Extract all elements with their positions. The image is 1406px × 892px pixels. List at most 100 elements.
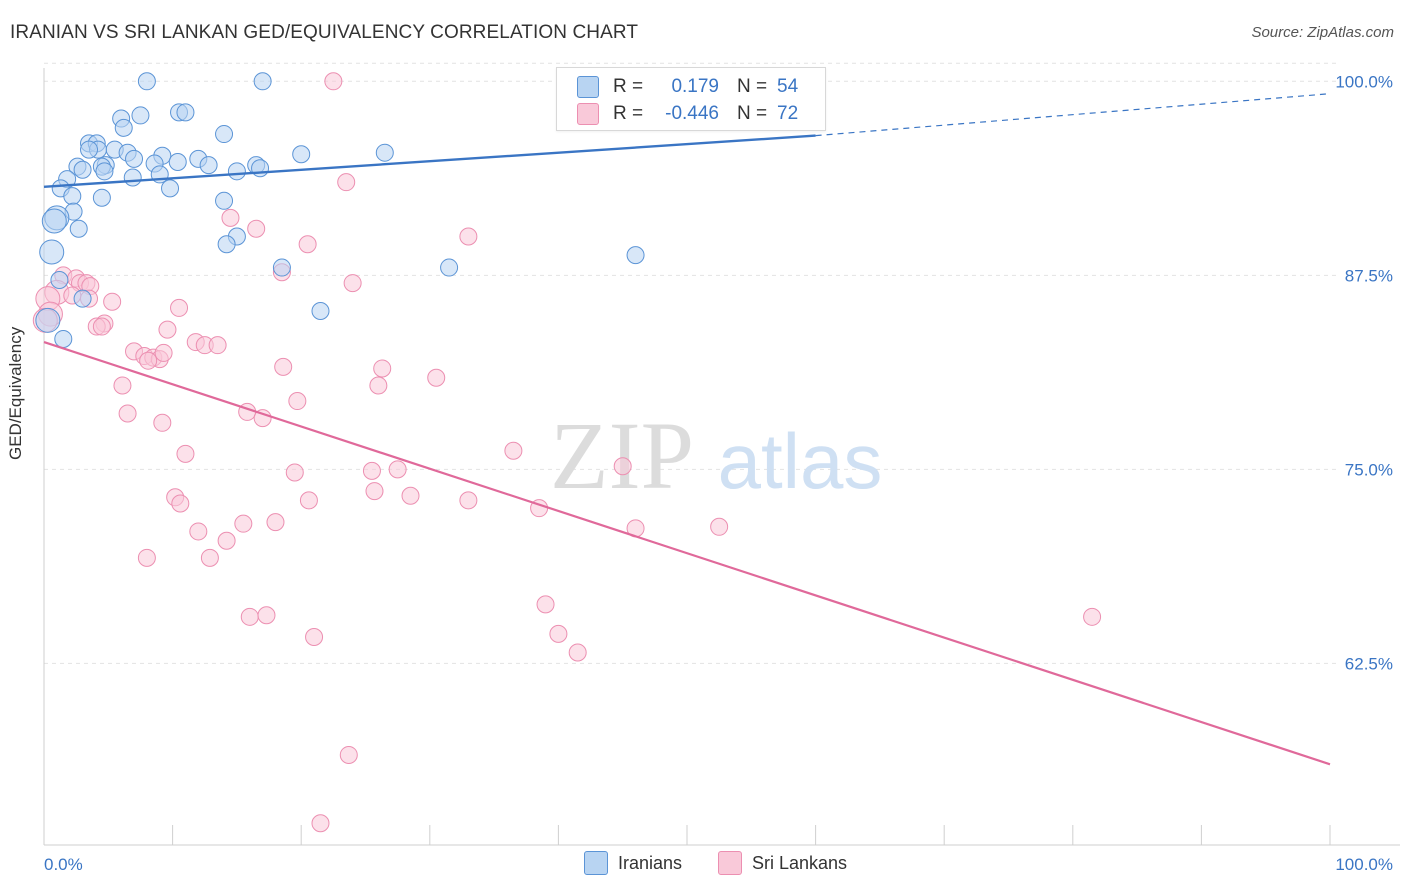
iranians-point <box>80 140 99 159</box>
iranians-point <box>95 162 114 181</box>
sri-lankans-point <box>154 343 173 362</box>
stats-row-sri-lankans: R = -0.446 N = 72 <box>577 102 798 126</box>
watermark-zip: ZIP <box>550 402 694 509</box>
sri-lankans-point <box>118 404 137 423</box>
y-tick-labels: 62.5% 75.0% 87.5% 100.0% <box>1335 72 1393 673</box>
sri-lankans-point <box>401 486 420 505</box>
y-tick-label: 75.0% <box>1345 460 1393 479</box>
sri-lankans-point <box>324 72 343 91</box>
iranians-point <box>39 239 65 265</box>
y-axis-title: GED/Equivalency <box>6 326 25 460</box>
sri-lankans-point <box>221 208 240 227</box>
sri-lankans-point <box>365 482 384 501</box>
r-value: -0.446 <box>665 103 719 124</box>
iranians-point <box>272 258 291 277</box>
sri-lankans-point <box>113 376 132 395</box>
sri-lankans-point <box>298 235 317 254</box>
watermark: ZIP atlas <box>550 402 882 509</box>
x-tick-label: 0.0% <box>44 855 83 874</box>
sri-lankans-point <box>257 606 276 625</box>
sri-lankans-point <box>139 351 158 370</box>
r-label: R = <box>613 103 644 124</box>
legend-label: Sri Lankans <box>752 852 848 873</box>
iranians-point <box>217 235 236 254</box>
sri-lankans-point <box>568 643 587 662</box>
sri-lankans-swatch <box>577 103 599 125</box>
sri-lankans-point <box>504 441 523 460</box>
sri-lankans-point <box>170 298 189 317</box>
sri-lankans-point <box>171 494 190 513</box>
iranians-point <box>227 162 246 181</box>
iranians-point <box>35 307 61 333</box>
r-label: R = <box>613 76 644 97</box>
axes <box>43 68 1400 846</box>
sri-lankans-point <box>153 413 172 432</box>
iranians-point <box>69 219 88 238</box>
y-tick-label: 62.5% <box>1345 654 1393 673</box>
sri-lankans-point <box>337 173 356 192</box>
sri-lankans-point <box>240 607 259 626</box>
x-tick-label: 100.0% <box>1335 855 1393 874</box>
iranians-point <box>311 302 330 321</box>
sri-lankans-point <box>459 491 478 510</box>
legend-item-iranians[interactable]: Iranians <box>584 851 682 875</box>
stats-row-iranians: R = 0.179 N = 54 <box>577 75 798 99</box>
sri-lankans-point <box>234 514 253 533</box>
sri-lankans-point <box>1083 607 1102 626</box>
source-label: Source: ZipAtlas.com <box>1251 24 1394 41</box>
y-tick-label: 87.5% <box>1345 266 1393 285</box>
iranians-point <box>292 145 311 164</box>
iranians-point <box>114 118 133 137</box>
iranians-point <box>73 289 92 308</box>
sri-lankans-point <box>217 531 236 550</box>
iranians-point <box>199 156 218 175</box>
iranians-point <box>215 125 234 144</box>
iranians-point <box>125 149 144 168</box>
y-tick-label: 100.0% <box>1335 72 1393 91</box>
iranians-point <box>63 187 82 206</box>
trend-lines <box>43 93 1331 766</box>
iranians-point <box>626 246 645 265</box>
sri-lankans-point <box>92 317 111 336</box>
sri-lankans-point <box>388 460 407 479</box>
iranians-trend-line <box>43 134 816 189</box>
sri-lankans-point <box>311 814 330 833</box>
sri-lankans-point <box>266 513 285 532</box>
iranians-point <box>440 258 459 277</box>
legend-label: Iranians <box>618 852 683 873</box>
iranians-point <box>375 143 394 162</box>
iranians-point <box>123 168 142 187</box>
r-value: 0.179 <box>671 76 719 97</box>
sri-lankans-point <box>299 491 318 510</box>
iranians-point <box>215 191 234 210</box>
n-value: 72 <box>777 103 799 124</box>
sri-lankans-point <box>343 274 362 293</box>
iranians-point <box>168 153 187 172</box>
sri-lankans-point <box>288 392 307 411</box>
iranians-point <box>41 208 67 234</box>
n-value: 54 <box>777 76 799 97</box>
chart-title: IRANIAN VS SRI LANKAN GED/EQUIVALENCY CO… <box>10 22 639 43</box>
sri-lankans-trend-line <box>43 341 1331 766</box>
sri-lankans-point <box>427 368 446 387</box>
iranians-point <box>50 270 69 289</box>
iranians-trend-extension <box>815 93 1331 137</box>
sri-lankans-point <box>305 627 324 646</box>
n-label: N = <box>737 76 768 97</box>
sri-lankans-point <box>158 320 177 339</box>
sri-lankans-point <box>176 444 195 463</box>
sri-lankans-point <box>247 219 266 238</box>
stats-box: R = 0.179 N = 54 R = -0.446 N = 72 <box>556 67 826 131</box>
iranians-point <box>54 329 73 348</box>
sri-lankans-point <box>189 522 208 541</box>
sri-lankans-point <box>137 548 156 567</box>
sri-lankans-point <box>253 409 272 428</box>
iranians-legend-swatch <box>584 851 608 875</box>
legend-item-sri-lankans[interactable]: Sri Lankans <box>718 851 847 875</box>
iranians-point <box>73 160 92 179</box>
sri-lankans-point <box>536 595 555 614</box>
iranians-point <box>137 72 156 91</box>
sri-lankans-point <box>208 336 227 355</box>
sri-lankans-point <box>373 359 392 378</box>
